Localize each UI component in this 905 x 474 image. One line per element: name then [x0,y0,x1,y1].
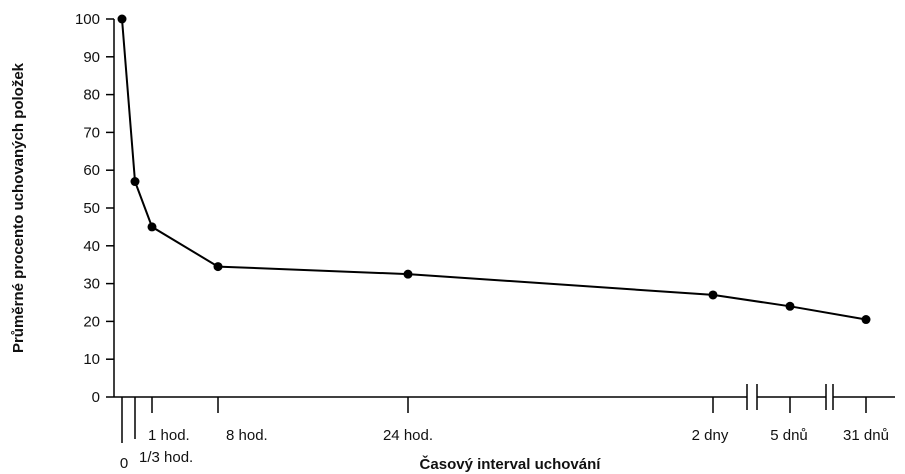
x-axis-title: Časový interval uchování [420,455,602,473]
retention-series [117,14,871,325]
data-point [708,290,718,300]
y-tick-label: 10 [83,351,100,368]
y-tick-label: 100 [75,11,100,28]
x-axis: 0 1/3 hod. 1 hod. 8 hod. 24 hod. 2 dny 5 dnů 31… [114,384,895,472]
x-tick-label: 1 hod. [148,427,190,444]
data-point [117,14,127,24]
x-tick-label: 24 hod. [383,427,433,444]
x-tick-label: 2 dny [692,427,729,444]
data-point [213,262,223,272]
y-tick-label: 0 [92,389,100,406]
y-axis: 0 10 20 30 40 50 60 70 80 90 100 [75,11,115,406]
data-point [785,301,795,311]
x-tick-label: 0 [120,455,128,472]
y-axis-title: Průměrné procento uchovaných položek [10,62,27,353]
data-point [147,222,157,232]
y-tick-label: 60 [83,162,100,179]
data-point [130,177,140,187]
y-tick-label: 20 [83,313,100,330]
y-tick-label: 50 [83,200,100,217]
series-line [121,18,867,321]
y-tick-label: 90 [83,49,100,66]
x-tick-label: 31 dnů [843,427,889,444]
y-tick-label: 40 [83,238,100,255]
y-tick-label: 70 [83,124,100,141]
x-tick-label: 8 hod. [226,427,268,444]
data-point [403,269,413,279]
y-tick-label: 80 [83,87,100,104]
y-tick-label: 30 [83,276,100,293]
data-point [861,315,871,325]
x-tick-label: 1/3 hod. [139,449,193,466]
x-tick-label: 5 dnů [770,427,808,444]
